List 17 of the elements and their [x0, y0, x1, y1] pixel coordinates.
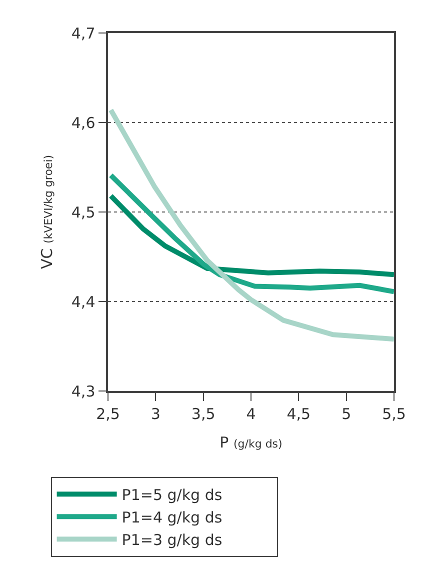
- y-tick-label: 4,7: [71, 24, 96, 42]
- legend-label: P1=4 g/kg ds: [122, 508, 222, 527]
- x-tick-label: 2,5: [96, 404, 120, 423]
- x-tick-label: 5,5: [382, 404, 406, 423]
- legend-label: P1=3 g/kg ds: [122, 531, 222, 550]
- x-tick-label: 4: [246, 404, 256, 423]
- x-tick-label: 5: [342, 404, 352, 423]
- y-axis-title: VC (kVEVI/kg groei): [38, 154, 56, 270]
- legend-label: P1=5 g/kg ds: [122, 486, 222, 504]
- x-tick-label: 3: [150, 404, 160, 423]
- x-tick-label: 4,5: [286, 404, 311, 423]
- x-axis-title: P (g/kg ds): [220, 433, 282, 452]
- y-tick-label: 4,6: [71, 114, 96, 132]
- y-tick-label: 4,3: [71, 382, 96, 400]
- y-tick-label: 4,4: [71, 292, 96, 311]
- x-tick-label: 3,5: [191, 404, 216, 423]
- y-tick-label: 4,5: [71, 203, 96, 222]
